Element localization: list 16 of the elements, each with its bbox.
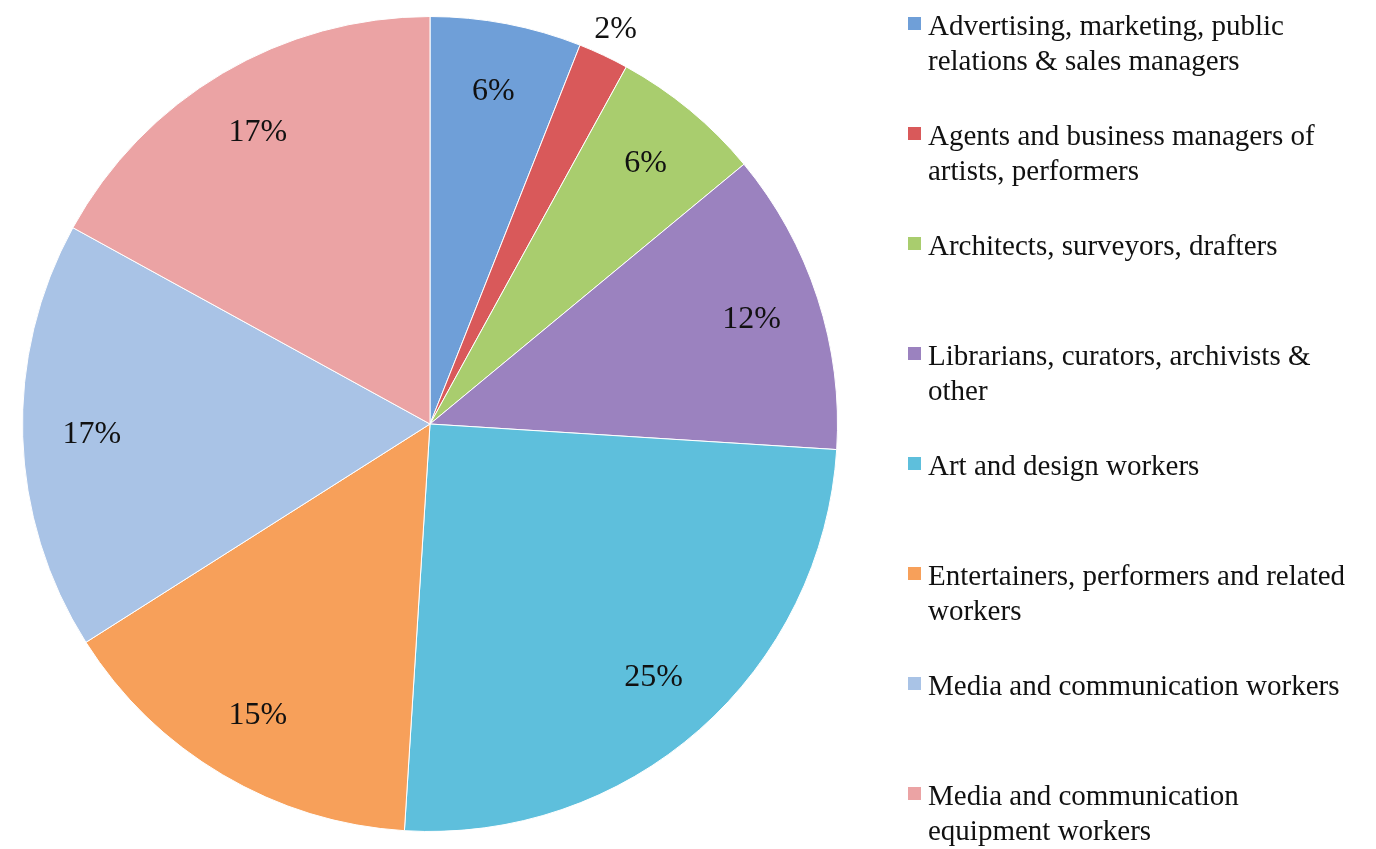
data-label: 25% xyxy=(624,657,683,694)
data-label: 6% xyxy=(624,142,667,179)
data-label: 12% xyxy=(722,298,781,335)
legend-label: Librarians, curators, archivists & other xyxy=(928,339,1311,407)
legend-label: Architects, surveyors, drafters xyxy=(928,229,1278,261)
legend-label: Advertising, marketing, public relations & sales managers xyxy=(928,9,1284,77)
data-label: 6% xyxy=(472,71,515,108)
legend-label: Agents and business managers of artists, performers xyxy=(928,119,1315,187)
data-label: 17% xyxy=(62,414,122,451)
legend-label: Media and communication equipment workers xyxy=(928,779,1239,847)
data-label: 15% xyxy=(228,694,288,731)
data-label: 17% xyxy=(228,112,288,149)
legend-label: Media and communication workers xyxy=(928,669,1340,701)
data-label: 2% xyxy=(594,8,637,45)
legend-label: Art and design workers xyxy=(928,449,1200,481)
legend-label: Entertainers, performers and related workers xyxy=(928,559,1346,627)
